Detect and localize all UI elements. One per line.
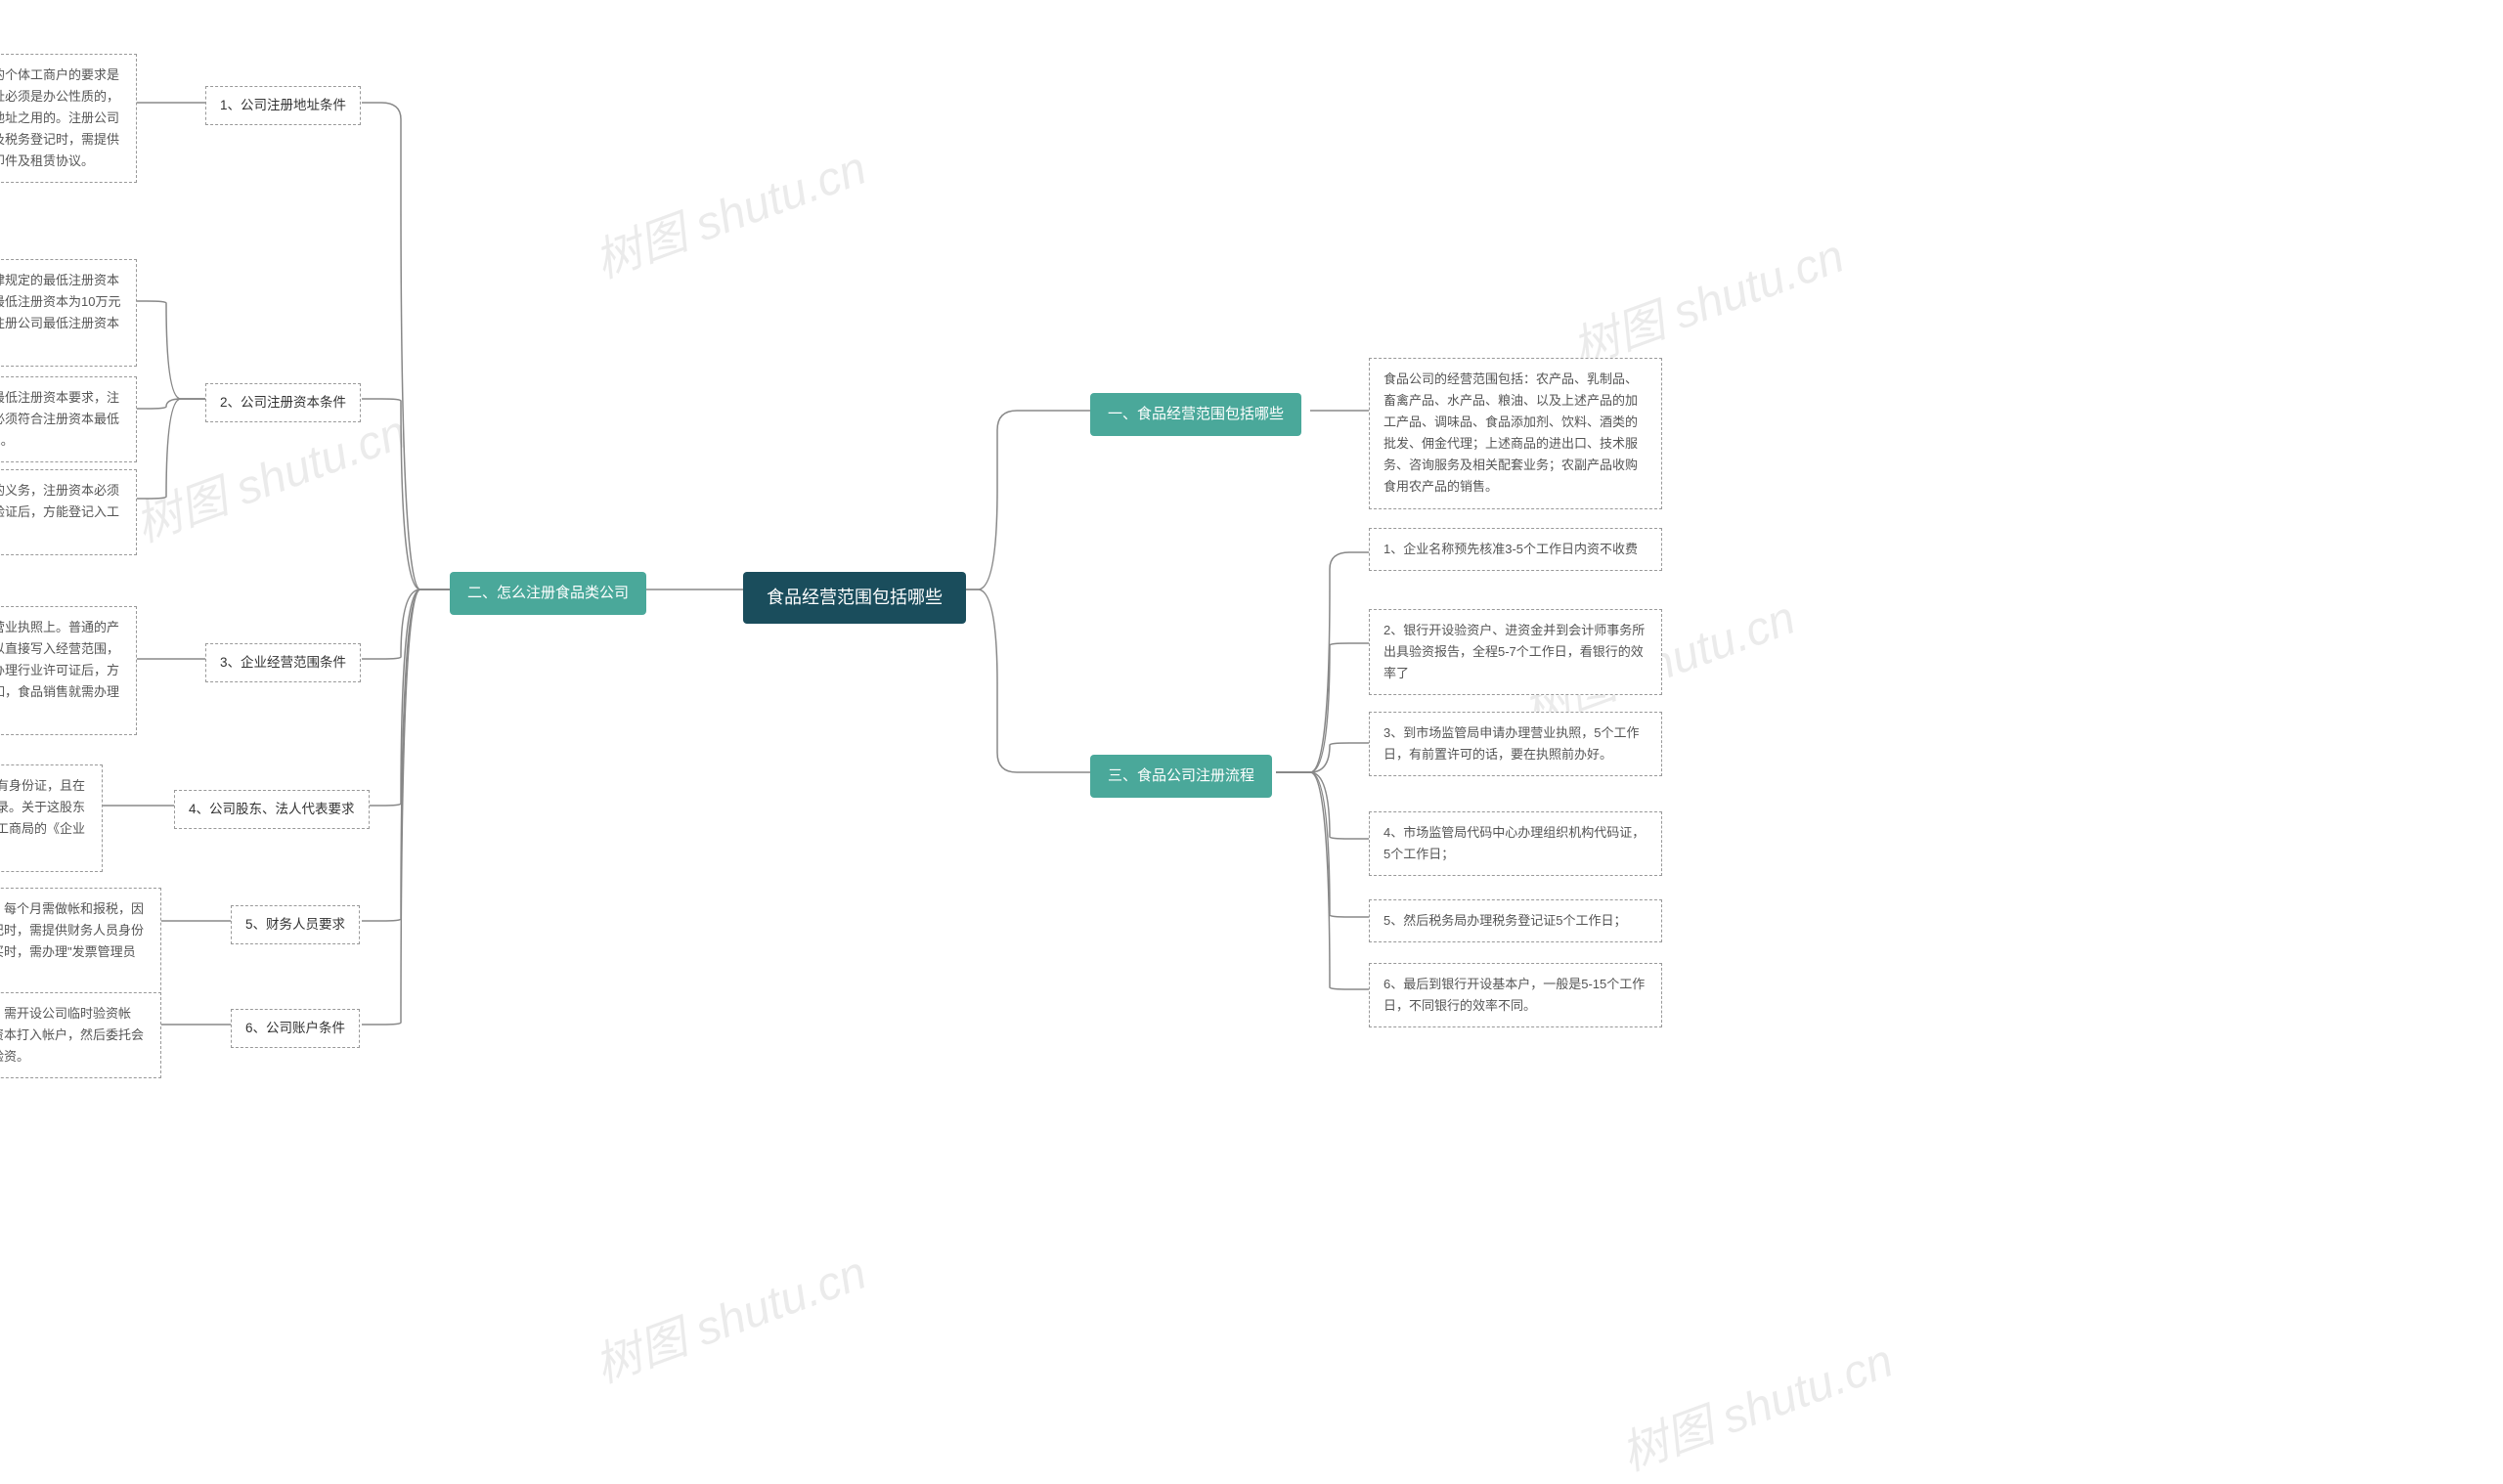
branch-2-sub-6-leaf: 在公司注册期间，需开设公司临时验资帐户，股东将注册资本打入帐户，然后委托会计师事… (0, 992, 161, 1078)
branch-3-leaf-2: 2、银行开设验资户、进资金并到会计师事务所出具验资报告，全程5-7个工作日，看银… (1369, 609, 1662, 695)
branch-2-sub-1: 1、公司注册地址条件 (205, 86, 361, 125)
branch-2: 二、怎么注册食品类公司 (450, 572, 646, 615)
branch-3-leaf-5: 5、然后税务局办理税务登记证5个工作日； (1369, 899, 1662, 942)
branch-2-sub-1-leaf: 公司注册地址与一般的个体工商户的要求是不同的，公司注册地址必须是办公性质的，住宅… (0, 54, 137, 183)
branch-3: 三、食品公司注册流程 (1090, 755, 1272, 798)
branch-1-leaf: 食品公司的经营范围包括：农产品、乳制品、畜禽产品、水产品、粮油、以及上述产品的加… (1369, 358, 1662, 509)
branch-1: 一、食品经营范围包括哪些 (1090, 393, 1301, 436)
branch-2-sub-2-leaf-1: 注册公司必须符合法律规定的最低注册资本要求，一人有限公司最低注册资本为10万元人… (0, 259, 137, 367)
watermark: 树图 shutu.cn (1561, 217, 1852, 378)
branch-2-sub-4: 4、公司股东、法人代表要求 (174, 790, 370, 829)
branch-3-leaf-3: 3、到市场监管局申请办理营业执照，5个工作日，有前置许可的话，要在执照前办好。 (1369, 712, 1662, 776)
branch-2-sub-5: 5、财务人员要求 (231, 905, 360, 944)
watermark: 树图 shutu.cn (1610, 1322, 1901, 1483)
root-node: 食品经营范围包括哪些 (743, 572, 966, 624)
connector-layer (0, 0, 2503, 1411)
branch-3-leaf-1: 1、企业名称预先核准3-5个工作日内资不收费 (1369, 528, 1662, 571)
branch-2-sub-2: 2、公司注册资本条件 (205, 383, 361, 422)
branch-3-leaf-6: 6、最后到银行开设基本户，一般是5-15个工作日，不同银行的效率不同。 (1369, 963, 1662, 1027)
branch-2-sub-3-leaf: 公司经营范围须写在营业执照上。普通的产品销售及咨询服务可以直接写入经营范围，但特… (0, 606, 137, 735)
branch-3-leaf-4: 4、市场监管局代码中心办理组织机构代码证，5个工作日； (1369, 811, 1662, 876)
branch-2-sub-2-leaf-2: 特殊行业需符合行业最低注册资本要求，注册国际货运代理公司必须符合注册资本最低50… (0, 376, 137, 462)
branch-2-sub-2-leaf-3: 股东有缴纳注册资本的义务，注册资本必须经过会计师事务所的验证后，方能登记入工商注… (0, 469, 137, 555)
branch-2-sub-3: 3、企业经营范围条件 (205, 643, 361, 682)
watermark: 树图 shutu.cn (584, 1234, 874, 1395)
branch-2-sub-4-leaf: 公司股东、法定代表人必须有身份证，且在工商及税务系统中无不良记录。关于这股东等的… (0, 764, 103, 872)
branch-2-sub-6: 6、公司账户条件 (231, 1009, 360, 1048)
branch-2-sub-5-leaf: 公司注册完成后，每个月需做帐和报税，因而在办理税务登记时，需提供财务人员身份信息… (0, 888, 161, 995)
watermark: 树图 shutu.cn (584, 129, 874, 290)
